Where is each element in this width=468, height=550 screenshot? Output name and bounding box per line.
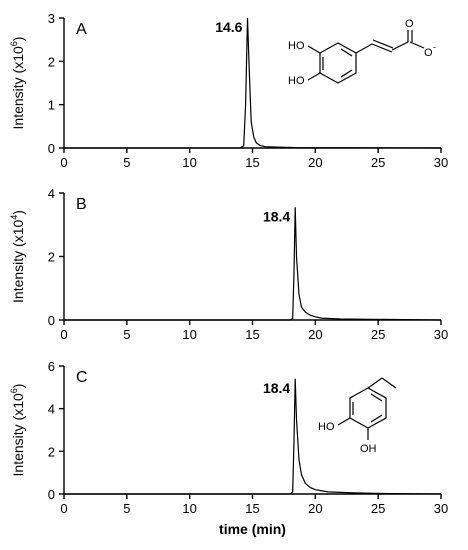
y-tick-label: 0 (48, 487, 55, 502)
y-tick-label: 6 (48, 359, 55, 374)
peak-label: 14.6 (215, 19, 242, 35)
caffeate-structure: HO HO O O - (288, 18, 436, 87)
x-tick-label: 20 (308, 327, 322, 342)
ethylcatechol-structure: HO OH (318, 377, 397, 455)
chart-panel-c: 0 5 10 15 20 25 30 0 2 4 6 Intensity (x106) C 18.4 tim… (9, 359, 448, 537)
x-tick-label: 5 (123, 501, 130, 516)
x-tick-label: 30 (434, 327, 448, 342)
y-tick-label: 2 (48, 54, 55, 69)
x-tick-label: 10 (182, 155, 196, 170)
y-tick-label: 3 (48, 11, 55, 26)
y-tick-label: 1 (48, 98, 55, 113)
x-tick-label: 0 (60, 155, 67, 170)
y-tick-label: 2 (48, 444, 55, 459)
x-tick-label: 25 (371, 155, 385, 170)
x-tick-label: 20 (308, 155, 322, 170)
y-tick-label: 0 (48, 313, 55, 328)
x-tick-label: 5 (123, 327, 130, 342)
x-tick-label: 20 (308, 501, 322, 516)
x-tick-label: 25 (371, 501, 385, 516)
x-tick-label: 10 (182, 327, 196, 342)
carboxylate-oxygen-label: O (424, 47, 433, 59)
panel-label: C (76, 369, 88, 386)
y-axis-title: Intensity (x106) (9, 37, 26, 130)
y-tick-label: 4 (48, 402, 55, 417)
x-tick-label: 5 (123, 155, 130, 170)
carbonyl-oxygen-label: O (405, 18, 414, 30)
x-tick-label: 25 (371, 327, 385, 342)
hydroxyl-label-2: HO (288, 75, 305, 87)
x-axis-title: time (min) (219, 521, 286, 537)
x-tick-label: 15 (245, 327, 259, 342)
y-axis-title: Intensity (x106) (9, 384, 26, 477)
hydroxyl-label-1: HO (288, 40, 305, 52)
x-tick-label: 15 (245, 155, 259, 170)
x-tick-label: 15 (245, 501, 259, 516)
y-tick-label: 4 (48, 186, 55, 201)
panel-label: A (76, 21, 87, 38)
chromatogram-trace (64, 17, 442, 149)
x-tick-label: 30 (434, 155, 448, 170)
x-tick-label: 10 (182, 501, 196, 516)
hydroxyl-label-2: OH (360, 443, 377, 455)
peak-label: 18.4 (263, 380, 290, 396)
y-tick-label: 2 (48, 250, 55, 265)
chromatogram-trace (64, 207, 442, 321)
y-tick-label: 0 (48, 141, 55, 156)
negative-charge-label: - (433, 42, 436, 52)
x-tick-label: 0 (60, 501, 67, 516)
chart-panel-a: 0 5 10 15 20 25 30 0 1 2 3 Intensity (x106) A 14.6 (9, 11, 448, 170)
chart-panel-b: 0 5 10 15 20 25 30 0 2 4 Intensity (x104) B 18.4 (9, 186, 448, 342)
x-tick-label: 0 (60, 327, 67, 342)
hydroxyl-label-1: HO (318, 421, 335, 433)
x-tick-label: 30 (434, 501, 448, 516)
chromatogram-trace (64, 378, 442, 495)
panel-label: B (76, 196, 87, 213)
peak-label: 18.4 (263, 208, 290, 224)
y-axis-title: Intensity (x104) (9, 210, 26, 303)
